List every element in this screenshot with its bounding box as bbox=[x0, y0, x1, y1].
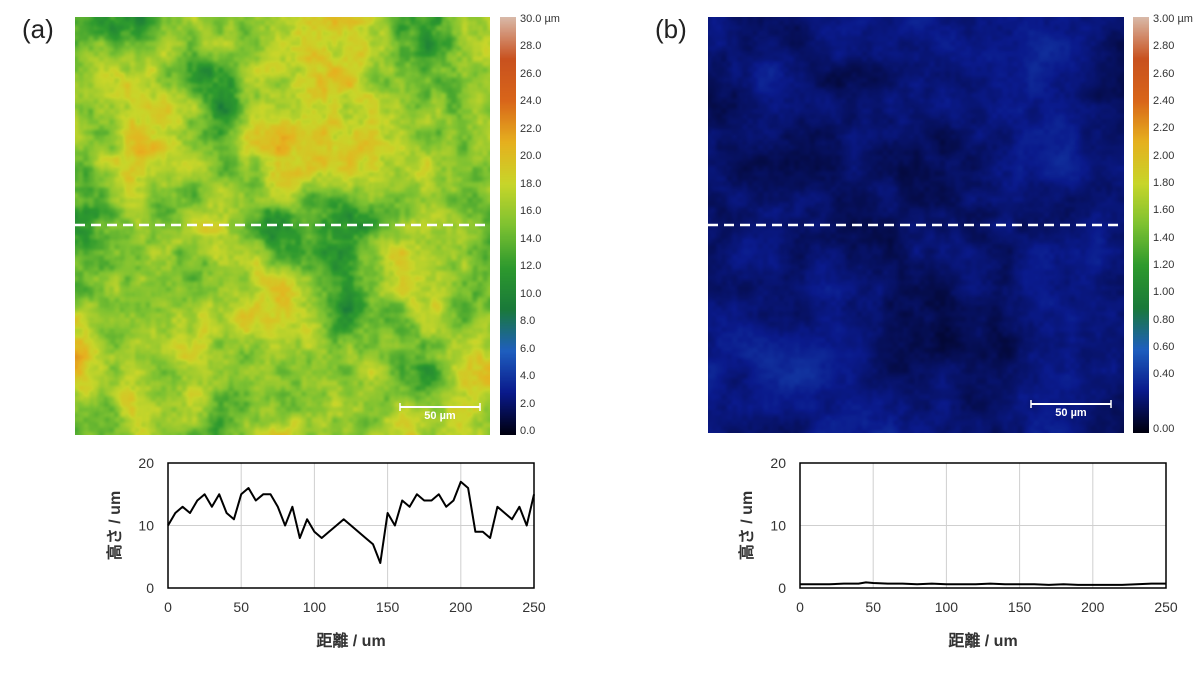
profile-chart-b: 0 50 100 150 200 250 0 10 20 距離 / um 高さ / um bbox=[737, 455, 1178, 650]
colorbar-a-tick: 4.0 bbox=[520, 370, 536, 383]
colorbar-b-tick: 0.00 bbox=[1153, 423, 1175, 435]
colorbar-b-tick: 1.20 bbox=[1153, 259, 1175, 271]
chart-b-plot-frame bbox=[799, 462, 1167, 589]
colorbar-b-tick: 2.60 bbox=[1153, 67, 1175, 80]
chart-a-y-tick-label: 0 bbox=[146, 580, 154, 596]
chart-b-profile-line bbox=[800, 581, 1166, 586]
scale-bar-label-b: 50 µm bbox=[1055, 407, 1087, 419]
chart-b-x-tick-label: 200 bbox=[1081, 599, 1105, 615]
chart-a-x-tick-label: 50 bbox=[233, 599, 249, 615]
colorbar-b-tick: 2.40 bbox=[1153, 95, 1175, 107]
chart-a-x-tick-label: 100 bbox=[303, 599, 327, 615]
colorbar-b-tick: 1.00 bbox=[1153, 286, 1175, 299]
chart-b-y-tick-label: 10 bbox=[770, 518, 786, 534]
colorbar-a-tick: 30.0 µm bbox=[520, 13, 560, 25]
colorbar-b-tick: 2.20 bbox=[1153, 122, 1175, 135]
colorbar-a-tick: 18.0 bbox=[520, 177, 542, 190]
colorbar-b-tick: 2.00 bbox=[1153, 149, 1175, 162]
map-overlay-b bbox=[708, 223, 1124, 408]
colorbar-a-tick: 28.0 bbox=[520, 40, 542, 53]
colorbar-b-tick: 1.40 bbox=[1153, 231, 1175, 244]
scale-bar-label-a: 50 µm bbox=[424, 410, 456, 422]
colorbar-a-tick: 2.0 bbox=[520, 397, 536, 410]
chart-b-y-tick-label: 20 bbox=[770, 455, 786, 471]
chart-b-x-tick-label: 150 bbox=[1008, 599, 1032, 615]
chart-b-y-axis-label: 高さ / um bbox=[737, 491, 756, 560]
colorbar-b-tick: 0.80 bbox=[1153, 313, 1175, 326]
chart-a-x-tick-label: 200 bbox=[449, 599, 473, 615]
chart-a-y-tick-label: 20 bbox=[138, 455, 154, 471]
colorbar-a-tick: 8.0 bbox=[520, 315, 536, 328]
height-map-a: 50 µm bbox=[75, 17, 490, 435]
colorbar-b-tick: 0.60 bbox=[1153, 341, 1175, 353]
colorbar-a-tick: 0.0 bbox=[520, 425, 536, 437]
chart-b-x-tick-label: 100 bbox=[935, 599, 959, 615]
chart-a-y-tick-label: 10 bbox=[138, 518, 154, 534]
colorbar-a-tick: 6.0 bbox=[520, 342, 536, 355]
colorbar-b-tick: 3.00 µm bbox=[1153, 13, 1193, 25]
scale-bar-b bbox=[1030, 400, 1112, 408]
colorbar-b-tick: 0.40 bbox=[1153, 368, 1175, 381]
chart-b-x-axis-label: 距離 / um bbox=[948, 631, 1017, 650]
chart-a-y-axis-label: 高さ / um bbox=[105, 491, 124, 560]
profile-chart-a: 0 50 100 150 200 250 0 10 20 距離 / um 高さ / um bbox=[105, 455, 546, 650]
map-overlay-a bbox=[75, 223, 490, 411]
colorbar-a-tick: 22.0 bbox=[520, 122, 542, 135]
chart-b-x-tick-label: 250 bbox=[1154, 599, 1178, 615]
panel-label-b: (b) bbox=[655, 14, 687, 44]
colorbar-a-tick: 16.0 bbox=[520, 205, 542, 218]
chart-b-x-tick-label: 0 bbox=[796, 599, 804, 615]
colorbar-a-tick: 20.0 bbox=[520, 150, 542, 163]
colorbar-a-tick: 10.0 bbox=[520, 287, 542, 300]
chart-a-profile-line bbox=[167, 480, 535, 564]
chart-a-x-tick-label: 250 bbox=[522, 599, 546, 615]
panel-label-a: (a) bbox=[22, 14, 54, 44]
colorbar-b-tick: 1.60 bbox=[1153, 204, 1175, 217]
colorbar-a-tick: 14.0 bbox=[520, 232, 542, 245]
colorbar-b-tick: 1.80 bbox=[1153, 177, 1175, 189]
scale-bar-a bbox=[399, 403, 481, 411]
colorbar-b bbox=[1133, 17, 1149, 433]
chart-b-x-tick-label: 50 bbox=[865, 599, 881, 615]
chart-b-y-tick-label: 0 bbox=[778, 580, 786, 596]
colorbar-a-tick: 24.0 bbox=[520, 95, 542, 108]
chart-a-x-tick-label: 150 bbox=[376, 599, 400, 615]
colorbar-b-tick: 2.80 bbox=[1153, 40, 1175, 53]
colorbar-a-tick: 12.0 bbox=[520, 260, 542, 273]
chart-a-x-axis-label: 距離 / um bbox=[316, 631, 385, 650]
chart-a-x-tick-label: 0 bbox=[164, 599, 172, 615]
height-map-b: 50 µm bbox=[708, 17, 1124, 433]
colorbar-a bbox=[500, 17, 516, 435]
colorbar-a-tick: 26.0 bbox=[520, 67, 542, 80]
